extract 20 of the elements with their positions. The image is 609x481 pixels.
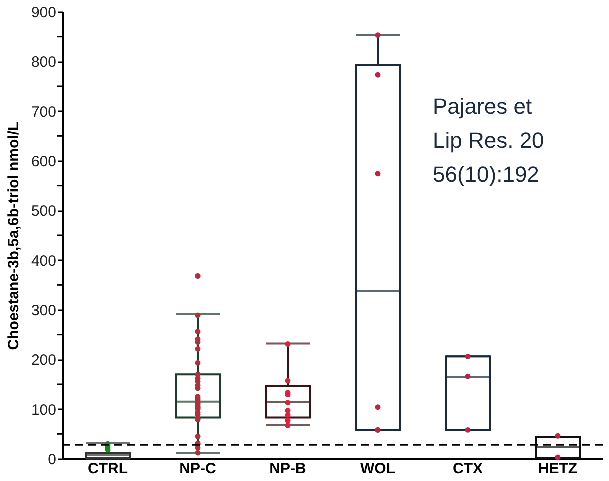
annotation: Lip Res. 20: [433, 128, 544, 153]
y-axis-title: Choestane-3b,5a,6b-triol nmol/L: [5, 122, 22, 350]
annotation: 56(10):192: [433, 162, 540, 187]
y-tick-label: 600: [31, 154, 56, 170]
y-tick-label: 900: [31, 4, 56, 22]
x-tick-label: CTRL: [88, 460, 128, 478]
y-tick-label: 400: [31, 252, 56, 270]
x-tick-label: NP-C: [180, 460, 216, 478]
x-tick-label: WOL: [360, 460, 396, 478]
x-tick-label: HETZ: [538, 460, 578, 478]
y-tick-label: 800: [31, 54, 56, 72]
y-tick-label: 100: [31, 402, 56, 419]
y-tick-label: 300: [31, 302, 56, 320]
y-tick-label: 200: [31, 352, 56, 370]
annotation: Pajares et: [433, 94, 532, 119]
y-tick-label: 500: [31, 203, 56, 220]
x-tick-label: CTX: [453, 460, 483, 478]
x-tick-label: NP-B: [270, 460, 306, 478]
y-tick-label: 700: [31, 104, 56, 121]
y-tick-label: 0: [48, 452, 56, 468]
